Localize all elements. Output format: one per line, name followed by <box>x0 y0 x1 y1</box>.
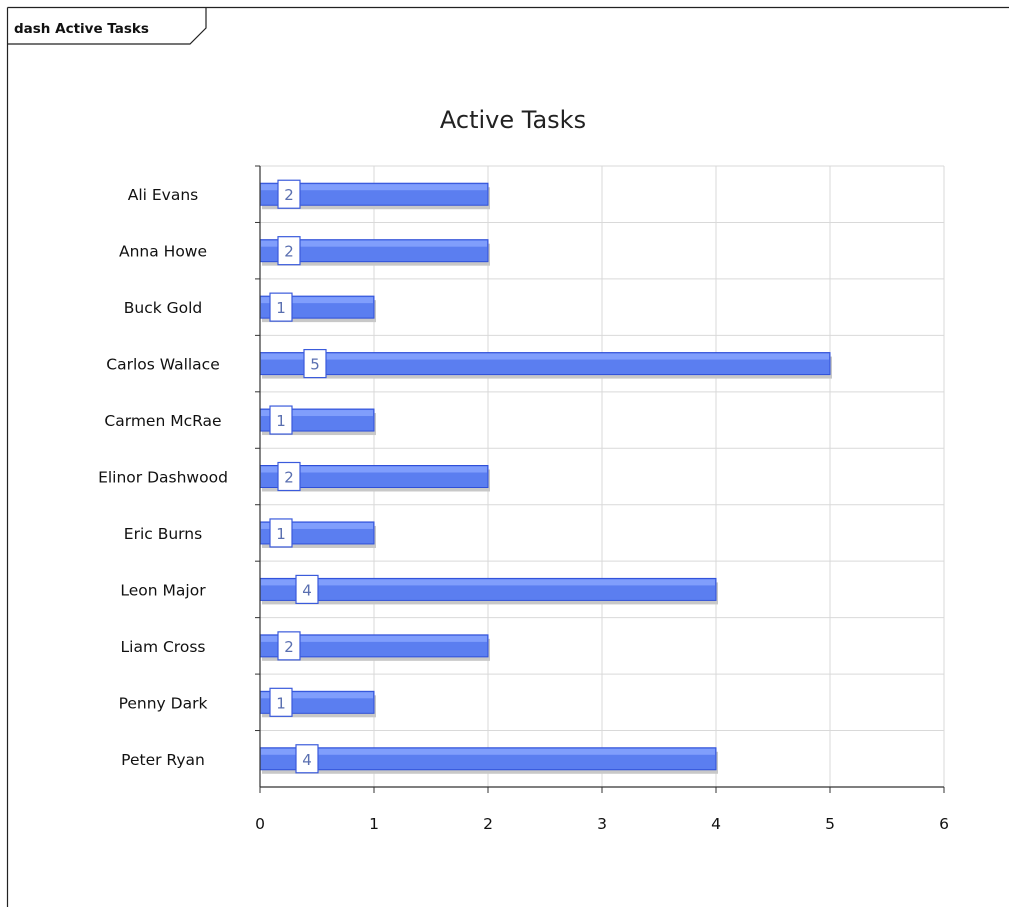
value-label: 4 <box>302 751 312 769</box>
bar-highlight <box>261 240 487 247</box>
value-label: 5 <box>310 356 320 374</box>
x-tick-label: 5 <box>825 815 835 833</box>
bar-highlight <box>261 748 715 755</box>
value-label: 1 <box>276 694 286 712</box>
x-tick-label: 0 <box>255 815 265 833</box>
bar-highlight <box>261 297 373 304</box>
frame-tab <box>7 7 207 45</box>
category-label: Buck Gold <box>124 299 203 317</box>
value-label-box <box>269 687 293 717</box>
category-label: Carlos Wallace <box>106 356 220 374</box>
category-label: Eric Burns <box>124 525 202 543</box>
category-label: Penny Dark <box>119 694 208 712</box>
value-label-box <box>277 631 301 661</box>
bar-highlight <box>261 522 373 529</box>
category-label: Liam Cross <box>121 638 206 656</box>
value-label-box <box>269 292 293 322</box>
bar-highlight <box>261 184 487 191</box>
bar-highlight <box>261 410 373 417</box>
value-label: 2 <box>284 243 294 261</box>
chart-title: Active Tasks <box>440 106 586 134</box>
value-label: 1 <box>276 525 286 543</box>
value-label-box <box>295 574 319 605</box>
value-label: 2 <box>284 186 294 204</box>
bar-highlight <box>261 579 715 586</box>
bar-highlight <box>261 466 487 473</box>
value-label-box <box>269 405 293 435</box>
bar-highlight <box>261 635 487 642</box>
category-label: Carmen McRae <box>104 412 221 430</box>
value-label-box <box>277 461 301 492</box>
value-label: 2 <box>284 469 294 487</box>
category-label: Leon Major <box>120 581 206 599</box>
axes: Ali Evans Anna Howe Buck Gold Carlos Wallac… <box>98 165 949 833</box>
value-label-box <box>277 179 301 209</box>
x-tick-label: 2 <box>483 815 493 833</box>
frame-label: dash Active Tasks <box>14 21 149 37</box>
value-label: 1 <box>276 299 286 317</box>
value-label-box <box>269 518 293 548</box>
x-tick-label: 6 <box>939 815 949 833</box>
value-label-box <box>295 744 319 774</box>
category-label: Anna Howe <box>119 243 207 261</box>
category-label: Ali Evans <box>128 186 199 204</box>
value-label-box <box>277 236 301 266</box>
category-label: Peter Ryan <box>121 751 205 769</box>
value-label: 1 <box>276 412 286 430</box>
x-tick-label: 3 <box>597 815 607 833</box>
x-tick-label: 1 <box>369 815 379 833</box>
bar-highlight <box>261 353 829 360</box>
value-label: 2 <box>284 638 294 656</box>
x-tick-label: 4 <box>711 815 721 833</box>
bars: 2 2 1 5 1 2 1 4 2 1 4 <box>259 179 832 774</box>
category-label: Elinor Dashwood <box>98 469 228 487</box>
bar-highlight <box>261 692 373 699</box>
value-label: 4 <box>302 581 312 599</box>
value-label-box <box>303 348 327 379</box>
